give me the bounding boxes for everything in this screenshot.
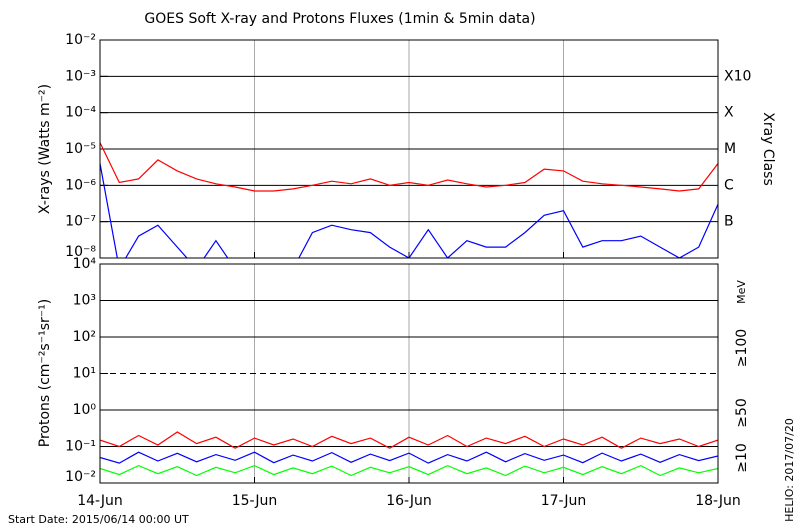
legend-label: ≥100 — [734, 329, 750, 367]
y-tick-label: 10⁻⁶ — [65, 177, 96, 193]
y-tick-label: 10² — [73, 329, 96, 345]
y-axis-title: Protons (cm⁻²s⁻¹sr⁻¹) — [37, 299, 53, 448]
y-tick-label: 10⁻⁷ — [65, 214, 96, 230]
xray-class-label: B — [724, 214, 734, 230]
right-axis-title: MeV — [735, 280, 748, 304]
series-line — [100, 451, 718, 464]
start-date: Start Date: 2015/06/14 00:00 UT — [8, 513, 189, 526]
legend-label: ≥50 — [734, 398, 750, 428]
legend-label: ≥10 — [734, 443, 750, 473]
y-tick-label: 10³ — [73, 293, 96, 309]
chart-title: GOES Soft X-ray and Protons Fluxes (1min… — [144, 11, 535, 27]
series-line — [100, 142, 718, 192]
series-line — [100, 431, 718, 449]
y-tick-label: 10¹ — [73, 366, 96, 382]
credit: HELIO: 2017/07/20 — [783, 418, 796, 522]
plot-frame — [99, 39, 719, 259]
plot-frame — [99, 263, 719, 484]
x-tick-label: 16-Jun — [386, 493, 432, 509]
x-tick-label: 14-Jun — [77, 493, 123, 509]
y-axis-title: X-rays (Watts m⁻²) — [37, 84, 53, 214]
right-axis-title: Xray Class — [760, 112, 776, 186]
y-tick-label: 10⁴ — [73, 256, 97, 272]
xray-class-label: M — [724, 141, 736, 157]
y-tick-label: 10⁻³ — [65, 68, 96, 84]
x-tick-label: 18-Jun — [695, 493, 741, 509]
y-tick-label: 10⁰ — [73, 402, 97, 418]
y-tick-label: 10⁻² — [65, 469, 96, 485]
y-tick-label: 10⁻⁸ — [65, 244, 96, 260]
y-tick-label: 10⁻⁴ — [65, 105, 96, 121]
y-tick-label: 10⁻¹ — [65, 439, 96, 455]
series-line — [100, 163, 718, 258]
x-tick-label: 15-Jun — [232, 493, 278, 509]
series-line — [100, 464, 718, 477]
y-tick-label: 10⁻⁵ — [65, 141, 96, 157]
y-tick-label: 10⁻² — [65, 32, 96, 48]
xray-class-label: X10 — [724, 68, 751, 84]
xray-class-label: X — [724, 105, 734, 121]
x-tick-label: 17-Jun — [541, 493, 587, 509]
xray-class-label: C — [724, 177, 734, 193]
